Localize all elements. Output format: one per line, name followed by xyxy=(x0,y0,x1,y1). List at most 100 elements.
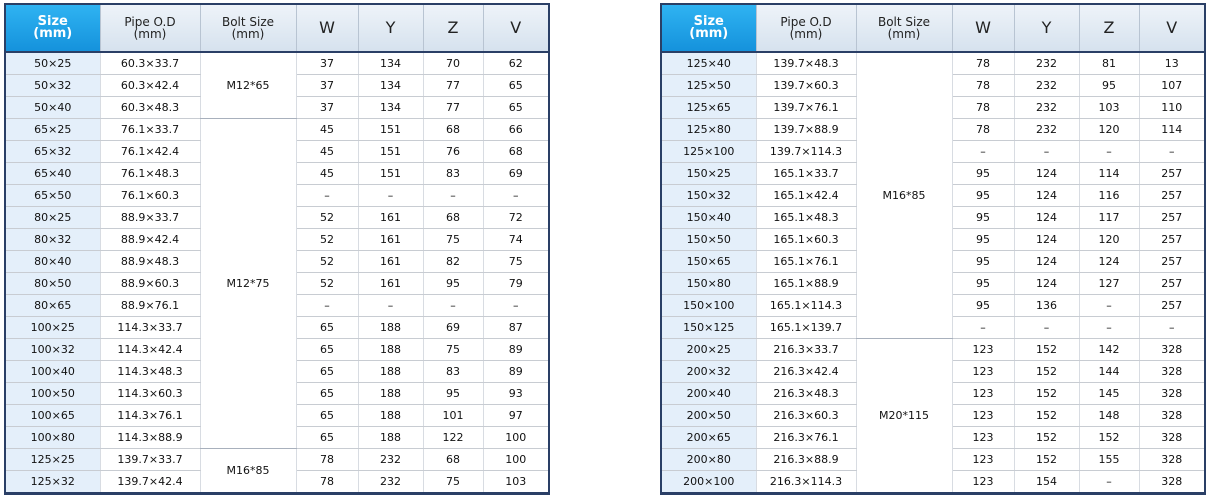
dimension-cell: 37 xyxy=(296,74,359,97)
dimension-cell: 95 xyxy=(952,206,1015,229)
dimension-cell: 75 xyxy=(423,228,484,251)
dimension-cell: 100 xyxy=(483,426,550,449)
dimension-cell: 328 xyxy=(1139,338,1206,361)
od-cell: 139.7×76.1 xyxy=(756,96,857,119)
header-cell: Pipe O.D (mm) xyxy=(100,4,201,53)
od-cell: 114.3×42.4 xyxy=(100,338,201,361)
header-cell: Z xyxy=(423,4,484,53)
size-cell: 200×65 xyxy=(661,426,757,449)
header-cell: Size (mm) xyxy=(5,4,101,53)
dimension-cell: 257 xyxy=(1139,272,1206,295)
dimension-cell: 328 xyxy=(1139,382,1206,405)
dimension-cell: – xyxy=(1014,140,1080,163)
od-cell: 165.1×42.4 xyxy=(756,184,857,207)
dimension-cell: 81 xyxy=(1079,52,1140,75)
dimension-cell: 120 xyxy=(1079,228,1140,251)
dimension-cell: 69 xyxy=(483,162,550,185)
dimension-cell: 328 xyxy=(1139,448,1206,471)
header-row: Size (mm) Pipe O.D (mm) Bolt Size (mm) W Y Z V xyxy=(661,4,1206,53)
dimension-cell: 257 xyxy=(1139,250,1206,273)
dimension-cell: 232 xyxy=(1014,118,1080,141)
dimension-cell: 93 xyxy=(483,382,550,405)
spec-table-right: Size (mm) Pipe O.D (mm) Bolt Size (mm) W Y Z V… xyxy=(660,3,1206,495)
dimension-cell: 117 xyxy=(1079,206,1140,229)
dimension-cell: 144 xyxy=(1079,360,1140,383)
od-cell: 165.1×48.3 xyxy=(756,206,857,229)
dimension-cell: – xyxy=(1079,316,1140,339)
data-row: 65×50 76.1×60.3– – – – xyxy=(5,184,550,207)
dimension-cell: – xyxy=(1079,140,1140,163)
od-cell: 76.1×33.7 xyxy=(100,118,201,141)
size-cell: 150×32 xyxy=(661,184,757,207)
dimension-cell: 95 xyxy=(952,228,1015,251)
header-cell: V xyxy=(483,4,550,53)
data-row: 65×25 76.1×33.7 M12*75 45 151 68 66 xyxy=(5,118,550,449)
dimension-cell: – xyxy=(296,184,359,207)
dimension-cell: 124 xyxy=(1014,206,1080,229)
dimension-cell: 95 xyxy=(952,294,1015,317)
data-row: 150×125 165.1×139.7– – – – xyxy=(661,316,1206,339)
size-cell: 125×100 xyxy=(661,140,757,163)
dimension-cell: 95 xyxy=(952,162,1015,185)
od-cell: 114.3×48.3 xyxy=(100,360,201,383)
header-cell: Size (mm) xyxy=(661,4,757,53)
od-cell: 76.1×60.3 xyxy=(100,184,201,207)
dimension-cell: 65 xyxy=(296,338,359,361)
dimension-cell: 13 xyxy=(1139,52,1206,75)
dimension-cell: – xyxy=(296,294,359,317)
dimension-cell: 83 xyxy=(423,360,484,383)
dimension-cell: 37 xyxy=(296,96,359,119)
dimension-cell: 257 xyxy=(1139,294,1206,317)
dimension-cell: 78 xyxy=(952,96,1015,119)
data-row: 100×50 114.3×60.3 65 188 95 93 xyxy=(5,382,550,405)
size-cell: 125×65 xyxy=(661,96,757,119)
data-row: 50×25 60.3×33.7 M12*65 37 134 70 62 xyxy=(5,52,550,119)
bolt-cell: M16*85 xyxy=(200,448,297,494)
size-cell: 125×50 xyxy=(661,74,757,97)
od-cell: 139.7×33.7 xyxy=(100,448,201,471)
od-cell: 60.3×42.4 xyxy=(100,74,201,97)
data-row: 150×40 165.1×48.3 95 124 117 257 xyxy=(661,206,1206,229)
od-cell: 139.7×88.9 xyxy=(756,118,857,141)
size-cell: 65×40 xyxy=(5,162,101,185)
data-row: 200×80 216.3×88.9 123 152 155 328 xyxy=(661,448,1206,471)
dimension-cell: 70 xyxy=(423,52,484,75)
dimension-cell: – xyxy=(483,294,550,317)
size-cell: 200×50 xyxy=(661,404,757,427)
bolt-cell: M16*85 xyxy=(856,52,953,339)
data-row: 150×80 165.1×88.9 95 124 127 257 xyxy=(661,272,1206,295)
dimension-cell: 83 xyxy=(423,162,484,185)
dimension-cell: – xyxy=(1014,316,1080,339)
data-row: 200×32 216.3×42.4 123 152 144 328 xyxy=(661,360,1206,383)
dimension-cell: 37 xyxy=(296,52,359,75)
data-row: 100×80 114.3×88.9 65 188 122 100 xyxy=(5,426,550,449)
data-row: 150×25 165.1×33.7 95 124 114 257 xyxy=(661,162,1206,185)
data-row: 80×40 88.9×48.3 52 161 82 75 xyxy=(5,250,550,273)
data-row: 80×65 88.9×76.1– – – – xyxy=(5,294,550,317)
dimension-cell: 79 xyxy=(483,272,550,295)
dimension-cell: 123 xyxy=(952,382,1015,405)
size-cell: 80×32 xyxy=(5,228,101,251)
od-cell: 165.1×114.3 xyxy=(756,294,857,317)
od-cell: 139.7×48.3 xyxy=(756,52,857,75)
od-cell: 165.1×33.7 xyxy=(756,162,857,185)
data-row: 200×65 216.3×76.1 123 152 152 328 xyxy=(661,426,1206,449)
size-cell: 50×32 xyxy=(5,74,101,97)
od-cell: 216.3×88.9 xyxy=(756,448,857,471)
dimension-cell: 161 xyxy=(358,272,424,295)
dimension-cell: 124 xyxy=(1014,228,1080,251)
od-cell: 88.9×33.7 xyxy=(100,206,201,229)
dimension-cell: 100 xyxy=(483,448,550,471)
data-row: 125×65 139.7×76.1 78 232 103 110 xyxy=(661,96,1206,119)
data-row: 200×50 216.3×60.3 123 152 148 328 xyxy=(661,404,1206,427)
dimension-cell: 95 xyxy=(423,272,484,295)
dimension-cell: 328 xyxy=(1139,426,1206,449)
dimension-cell: 123 xyxy=(952,338,1015,361)
dimension-cell: 124 xyxy=(1014,184,1080,207)
dimension-cell: 89 xyxy=(483,360,550,383)
spec-table-left: Size (mm) Pipe O.D (mm) Bolt Size (mm) W Y Z V… xyxy=(4,3,550,495)
dimension-cell: 95 xyxy=(952,272,1015,295)
size-cell: 200×40 xyxy=(661,382,757,405)
size-cell: 100×32 xyxy=(5,338,101,361)
dimension-cell: 82 xyxy=(423,250,484,273)
